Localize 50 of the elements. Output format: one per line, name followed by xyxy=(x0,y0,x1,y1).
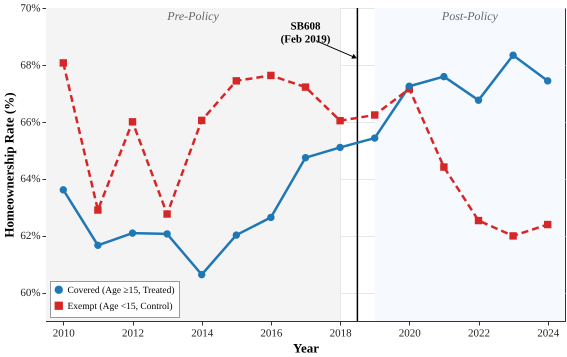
x-tick-label: 2018 xyxy=(330,328,352,340)
x-tick-label: 2012 xyxy=(122,328,144,340)
point xyxy=(302,83,310,91)
x-tick-label: 2010 xyxy=(52,328,76,340)
point xyxy=(94,242,102,250)
x-tick-label: 2016 xyxy=(260,328,283,340)
point xyxy=(60,59,68,67)
point xyxy=(474,96,482,104)
point xyxy=(509,52,517,59)
y-tick-label: 66% xyxy=(20,116,40,128)
point xyxy=(509,232,517,240)
band-label: Post-Policy xyxy=(440,9,499,23)
y-tick-label: 60% xyxy=(20,287,40,300)
y-axis-title: Homeownership Rate (%) xyxy=(1,92,16,238)
point xyxy=(128,118,136,126)
point xyxy=(163,210,171,218)
point xyxy=(163,230,171,238)
point xyxy=(370,134,378,142)
point xyxy=(406,82,414,90)
x-axis-title: Year xyxy=(293,340,320,356)
point xyxy=(474,216,482,224)
y-tick-label: 70% xyxy=(20,2,40,14)
point xyxy=(60,186,68,194)
point xyxy=(440,72,448,80)
legend-label: Covered (Age ≥15, Treated) xyxy=(68,286,175,296)
y-tick-label: 64% xyxy=(20,173,40,186)
point xyxy=(544,220,552,228)
x-tick-label: 2020 xyxy=(398,328,422,340)
x-tick-label: 2024 xyxy=(537,328,560,340)
point xyxy=(198,116,206,124)
point xyxy=(370,111,378,119)
point xyxy=(267,72,275,80)
y-tick-label: 68% xyxy=(20,59,40,72)
point xyxy=(128,229,136,237)
annotation: SB608 (Feb 2019) xyxy=(280,20,331,46)
point xyxy=(232,77,240,85)
point xyxy=(198,270,206,278)
x-tick-label: 2014 xyxy=(191,328,214,340)
point xyxy=(336,144,344,152)
point xyxy=(544,77,552,85)
point xyxy=(94,206,102,214)
band-label: Pre-Policy xyxy=(166,9,220,23)
point xyxy=(302,154,310,162)
x-tick-label: 2022 xyxy=(468,328,490,340)
legend-label: Exempt (Age <15, Control) xyxy=(68,302,173,312)
point xyxy=(440,163,448,171)
point xyxy=(232,231,240,239)
y-tick-label: 62% xyxy=(20,230,40,242)
point xyxy=(267,214,275,222)
point xyxy=(336,116,344,124)
